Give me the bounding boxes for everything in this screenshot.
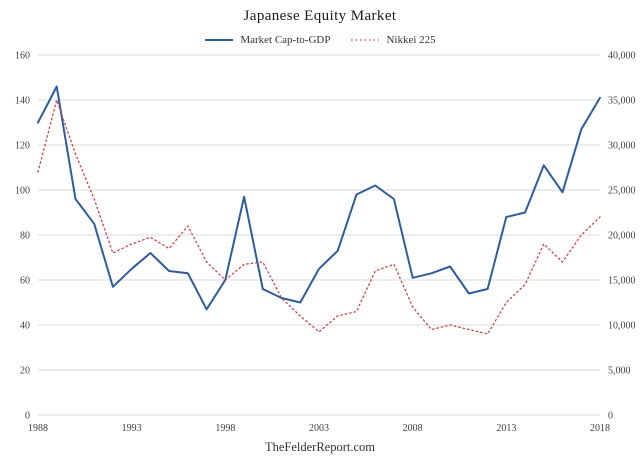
y-axis-tick-right: 15,000 <box>608 276 636 287</box>
legend: Market Cap-to-GDP Nikkei 225 <box>0 32 640 47</box>
y-axis-tick-right: 20,000 <box>608 231 636 242</box>
y-axis-tick-left: 20 <box>20 366 30 377</box>
y-axis-tick-left: 160 <box>15 51 30 62</box>
legend-item-nikkei-225: Nikkei 225 <box>350 33 436 46</box>
chart-title: Japanese Equity Market <box>243 8 397 24</box>
series-line-market-cap-to-gdp <box>37 85 601 311</box>
y-axis-tick-left: 120 <box>15 141 30 152</box>
y-axis-tick-right: 40,000 <box>608 51 636 62</box>
x-axis-tick: 2013 <box>496 423 516 434</box>
legend-label: Market Cap-to-GDP <box>240 33 331 46</box>
x-axis-tick: 1988 <box>28 423 48 434</box>
y-axis-tick-right: 30,000 <box>608 141 636 152</box>
x-axis-tick: 2018 <box>590 423 610 434</box>
y-axis-tick-right: 5,000 <box>608 366 631 377</box>
y-axis-tick-left: 40 <box>20 321 30 332</box>
y-axis-tick-left: 100 <box>15 186 30 197</box>
y-axis-tick-right: 10,000 <box>608 321 636 332</box>
y-axis-tick-left: 80 <box>20 231 30 242</box>
legend-swatch <box>351 38 380 41</box>
y-axis-tick-right: 0 <box>608 411 613 422</box>
x-axis-tick: 2003 <box>309 423 329 434</box>
series-line-nikkei-225 <box>37 99 601 335</box>
legend-swatch <box>205 38 234 41</box>
y-axis-tick-left: 60 <box>20 276 30 287</box>
legend-item-market-cap-to-gdp: Market Cap-to-GDP <box>204 34 330 46</box>
y-axis-tick-left: 0 <box>25 411 30 422</box>
legend-label: Nikkei 225 <box>386 33 436 46</box>
x-axis-tick: 2008 <box>403 423 423 434</box>
y-axis-tick-right: 35,000 <box>608 96 636 107</box>
x-axis-tick: 1998 <box>215 423 235 434</box>
y-axis-tick-right: 25,000 <box>608 186 636 197</box>
chart-canvas: 0 20 40 60 80 100 120 140 160 0 5,000 10,000 15,000 2… <box>15 51 636 435</box>
x-axis-tick: 1993 <box>122 423 142 434</box>
y-axis-tick-left: 140 <box>15 96 30 107</box>
source-label: TheFelderReport.com <box>264 440 376 454</box>
